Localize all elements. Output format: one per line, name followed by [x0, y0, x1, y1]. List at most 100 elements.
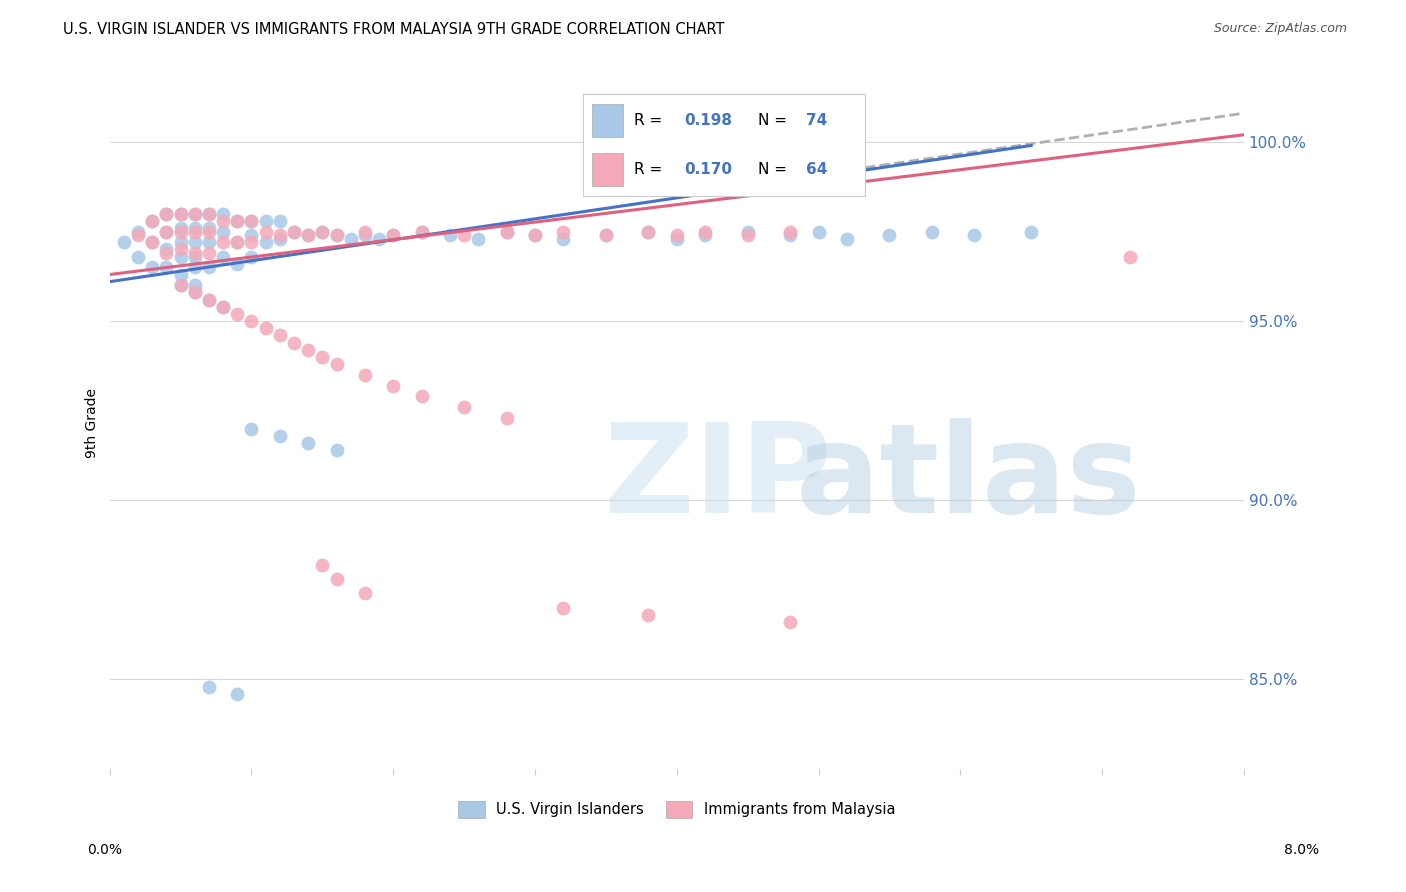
- Point: [184, 260, 207, 275]
- Point: [169, 250, 191, 264]
- Point: [198, 206, 221, 220]
- Point: [169, 235, 191, 250]
- Point: [169, 268, 191, 282]
- Point: [169, 221, 191, 235]
- Point: [807, 225, 830, 239]
- Point: [169, 206, 191, 220]
- Point: [495, 410, 517, 425]
- Point: [382, 228, 405, 243]
- Point: [254, 225, 277, 239]
- Point: [254, 235, 277, 250]
- Point: [737, 225, 759, 239]
- Point: [297, 343, 319, 357]
- Point: [184, 206, 207, 220]
- Point: [595, 228, 617, 243]
- Point: [637, 225, 659, 239]
- Text: ZIP: ZIP: [603, 418, 832, 539]
- Point: [779, 225, 801, 239]
- Point: [339, 232, 361, 246]
- Point: [269, 213, 291, 227]
- Text: 0.170: 0.170: [685, 162, 733, 178]
- Point: [368, 232, 391, 246]
- Point: [921, 225, 943, 239]
- Point: [169, 243, 191, 257]
- Text: N =: N =: [758, 112, 792, 128]
- Point: [169, 278, 191, 293]
- Point: [297, 436, 319, 450]
- Point: [212, 225, 235, 239]
- Point: [240, 250, 263, 264]
- Point: [297, 228, 319, 243]
- Point: [240, 314, 263, 328]
- Point: [240, 213, 263, 227]
- Point: [212, 300, 235, 314]
- Point: [269, 428, 291, 442]
- Point: [325, 228, 347, 243]
- Point: [524, 228, 547, 243]
- Text: 0.198: 0.198: [685, 112, 733, 128]
- Point: [127, 225, 149, 239]
- Text: U.S. VIRGIN ISLANDER VS IMMIGRANTS FROM MALAYSIA 9TH GRADE CORRELATION CHART: U.S. VIRGIN ISLANDER VS IMMIGRANTS FROM …: [63, 22, 724, 37]
- Point: [155, 246, 177, 260]
- Point: [184, 206, 207, 220]
- Point: [184, 285, 207, 300]
- Point: [325, 572, 347, 586]
- Point: [155, 243, 177, 257]
- Point: [524, 228, 547, 243]
- Point: [311, 558, 333, 572]
- Point: [240, 235, 263, 250]
- Point: [637, 225, 659, 239]
- Point: [141, 213, 163, 227]
- Text: R =: R =: [634, 112, 668, 128]
- Text: R =: R =: [634, 162, 668, 178]
- Point: [184, 246, 207, 260]
- Legend: U.S. Virgin Islanders, Immigrants from Malaysia: U.S. Virgin Islanders, Immigrants from M…: [453, 796, 901, 824]
- Point: [212, 235, 235, 250]
- Point: [269, 328, 291, 343]
- Point: [212, 206, 235, 220]
- Point: [141, 260, 163, 275]
- Point: [325, 228, 347, 243]
- Point: [495, 225, 517, 239]
- Point: [269, 228, 291, 243]
- Point: [693, 225, 716, 239]
- Text: 0.0%: 0.0%: [87, 843, 122, 857]
- Bar: [592, 153, 623, 186]
- Point: [198, 235, 221, 250]
- Point: [495, 225, 517, 239]
- Point: [226, 213, 249, 227]
- Point: [439, 228, 461, 243]
- Point: [665, 228, 688, 243]
- Point: [240, 213, 263, 227]
- Point: [879, 228, 901, 243]
- Point: [184, 221, 207, 235]
- Point: [453, 228, 475, 243]
- Point: [254, 321, 277, 335]
- Point: [141, 235, 163, 250]
- Bar: [592, 104, 623, 136]
- Point: [226, 235, 249, 250]
- Point: [283, 335, 305, 350]
- Point: [411, 225, 433, 239]
- Point: [226, 257, 249, 271]
- Y-axis label: 9th Grade: 9th Grade: [86, 388, 100, 458]
- Point: [325, 443, 347, 458]
- Point: [184, 285, 207, 300]
- Point: [779, 228, 801, 243]
- Text: 64: 64: [806, 162, 827, 178]
- Point: [212, 213, 235, 227]
- Point: [226, 235, 249, 250]
- Point: [595, 228, 617, 243]
- Text: 8.0%: 8.0%: [1284, 843, 1319, 857]
- Point: [198, 206, 221, 220]
- Point: [184, 225, 207, 239]
- Point: [184, 250, 207, 264]
- Point: [127, 228, 149, 243]
- Point: [1119, 250, 1142, 264]
- Point: [693, 228, 716, 243]
- Point: [155, 225, 177, 239]
- Point: [141, 213, 163, 227]
- Point: [198, 225, 221, 239]
- Point: [212, 250, 235, 264]
- Point: [467, 232, 489, 246]
